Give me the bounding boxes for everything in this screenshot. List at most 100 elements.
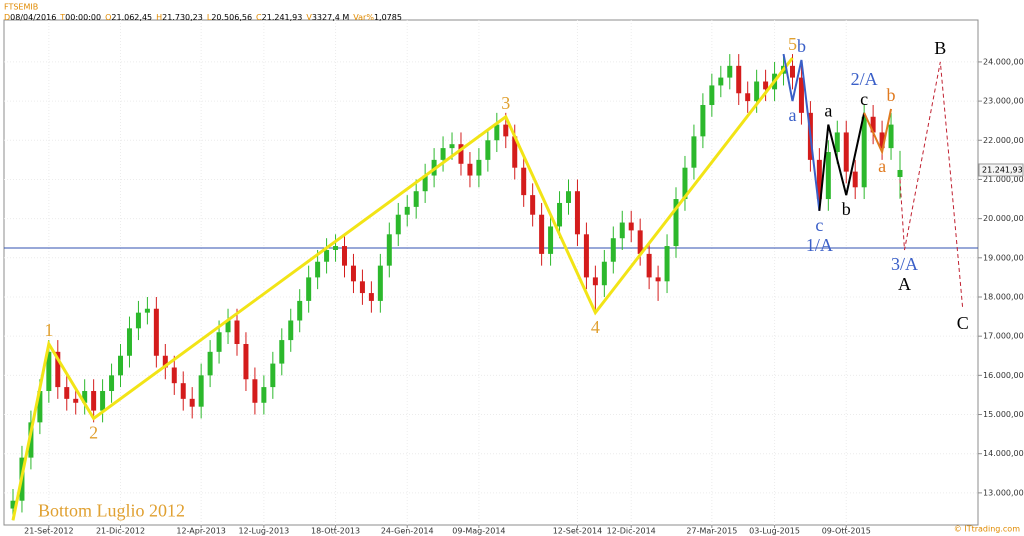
candle-body [216, 332, 222, 352]
info-key: C [256, 13, 262, 22]
wave-label: 3/A [891, 254, 918, 274]
candle-body [727, 65, 733, 78]
info-key: H [156, 13, 162, 22]
candle-body [530, 195, 536, 215]
candle-body [601, 261, 607, 286]
candle-body [834, 132, 840, 153]
info-value: 21.241,93 [262, 13, 303, 22]
candle-body [700, 105, 706, 137]
candle-body [682, 167, 688, 200]
candle-body [637, 230, 643, 254]
candle-body [46, 351, 52, 392]
candle-body [422, 175, 428, 192]
candle-body [512, 136, 518, 168]
x-tick-label: 27-Mar-2015 [686, 527, 737, 536]
candle-body [100, 391, 106, 411]
watermark: © ITtrading.com [954, 525, 1020, 534]
candle-body [10, 500, 16, 509]
candle-body [798, 77, 804, 113]
candle-body [503, 124, 509, 137]
candle-body [646, 253, 652, 278]
candle-body [754, 81, 760, 102]
y-tick-label: 14.000,00 [983, 449, 1024, 458]
y-tick-label: 13.000,00 [983, 488, 1024, 497]
y-tick-label: 17.000,00 [983, 332, 1024, 341]
candle-body [897, 169, 903, 178]
candle-body [879, 132, 885, 149]
candle-body [404, 206, 410, 215]
candle-body [691, 136, 697, 168]
info-value: 20.506,56 [211, 13, 252, 22]
wave-label: b [887, 85, 896, 105]
candle-body [709, 85, 715, 106]
info-value: 1,0785 [374, 13, 402, 22]
candle-body [180, 383, 186, 399]
candle-body [37, 391, 43, 423]
candle-body [440, 148, 446, 160]
candle-body [279, 340, 285, 364]
candle-body [359, 281, 365, 294]
candle-body [395, 214, 401, 235]
candle-body [467, 163, 473, 176]
last-price-label: 21.241,93 [982, 165, 1023, 174]
wave-label: 1 [44, 320, 53, 340]
info-key: Var% [353, 13, 374, 22]
info-value: 21.062,45 [111, 13, 152, 22]
wave-label: 3 [501, 93, 510, 113]
candle-body [816, 159, 822, 200]
candle-body [171, 367, 177, 384]
y-tick-label: 16.000,00 [983, 371, 1024, 380]
candle-body [368, 293, 374, 301]
wave-label: C [957, 313, 969, 333]
x-tick-label: 09-Ott-2015 [822, 527, 871, 536]
candle-body [610, 238, 616, 262]
candle-body [135, 312, 141, 329]
wave-label: b [797, 36, 806, 56]
candle-body [126, 328, 132, 356]
y-tick-label: 24.000,00 [983, 57, 1024, 66]
candle-body [718, 77, 724, 86]
candle-body [297, 300, 303, 321]
y-tick-label: 20.000,00 [983, 214, 1024, 223]
candle-body [350, 265, 356, 282]
candle-body [55, 351, 61, 388]
x-tick-label: 24-Gen-2014 [381, 527, 434, 536]
info-line: D08/04/2016 T00:00:00 O21.062,45 H21.730,23… [4, 13, 402, 22]
candle-body [557, 202, 563, 227]
info-key: O [105, 13, 111, 22]
y-tick-label: 23.000,00 [983, 97, 1024, 106]
info-key: T [59, 13, 65, 22]
info-value: 3327,4 M [312, 13, 350, 22]
candle-body [825, 152, 831, 200]
wave-line [899, 61, 964, 309]
candle-body [548, 226, 554, 254]
info-value: 00:00:00 [65, 13, 101, 22]
candle-body [207, 351, 213, 376]
wave-label: 2 [89, 423, 98, 443]
candle-body [342, 246, 348, 266]
wave-line [863, 108, 893, 156]
candle-body [306, 277, 312, 301]
candle-body [144, 308, 150, 313]
info-value: 08/04/2016 [10, 13, 56, 22]
x-tick-label: 21-Dic-2012 [96, 527, 145, 536]
candle-body [270, 363, 276, 388]
wave-label: 2/A [851, 69, 878, 89]
candle-body [736, 65, 742, 94]
wave-line [782, 53, 821, 211]
candle-body [413, 191, 419, 207]
wave-label: 5 [788, 34, 797, 54]
candle-body [494, 124, 500, 141]
candle-body [288, 320, 294, 341]
info-key: L [207, 13, 212, 22]
wave-label: b [842, 199, 851, 219]
candle-body [189, 398, 195, 407]
candle-body [91, 391, 97, 411]
x-tick-label: 21-Set-2012 [24, 527, 73, 536]
info-key: V [306, 13, 312, 22]
x-tick-label: 03-Lug-2015 [749, 527, 800, 536]
candle-body [324, 249, 330, 262]
last-price-box [978, 163, 1024, 177]
